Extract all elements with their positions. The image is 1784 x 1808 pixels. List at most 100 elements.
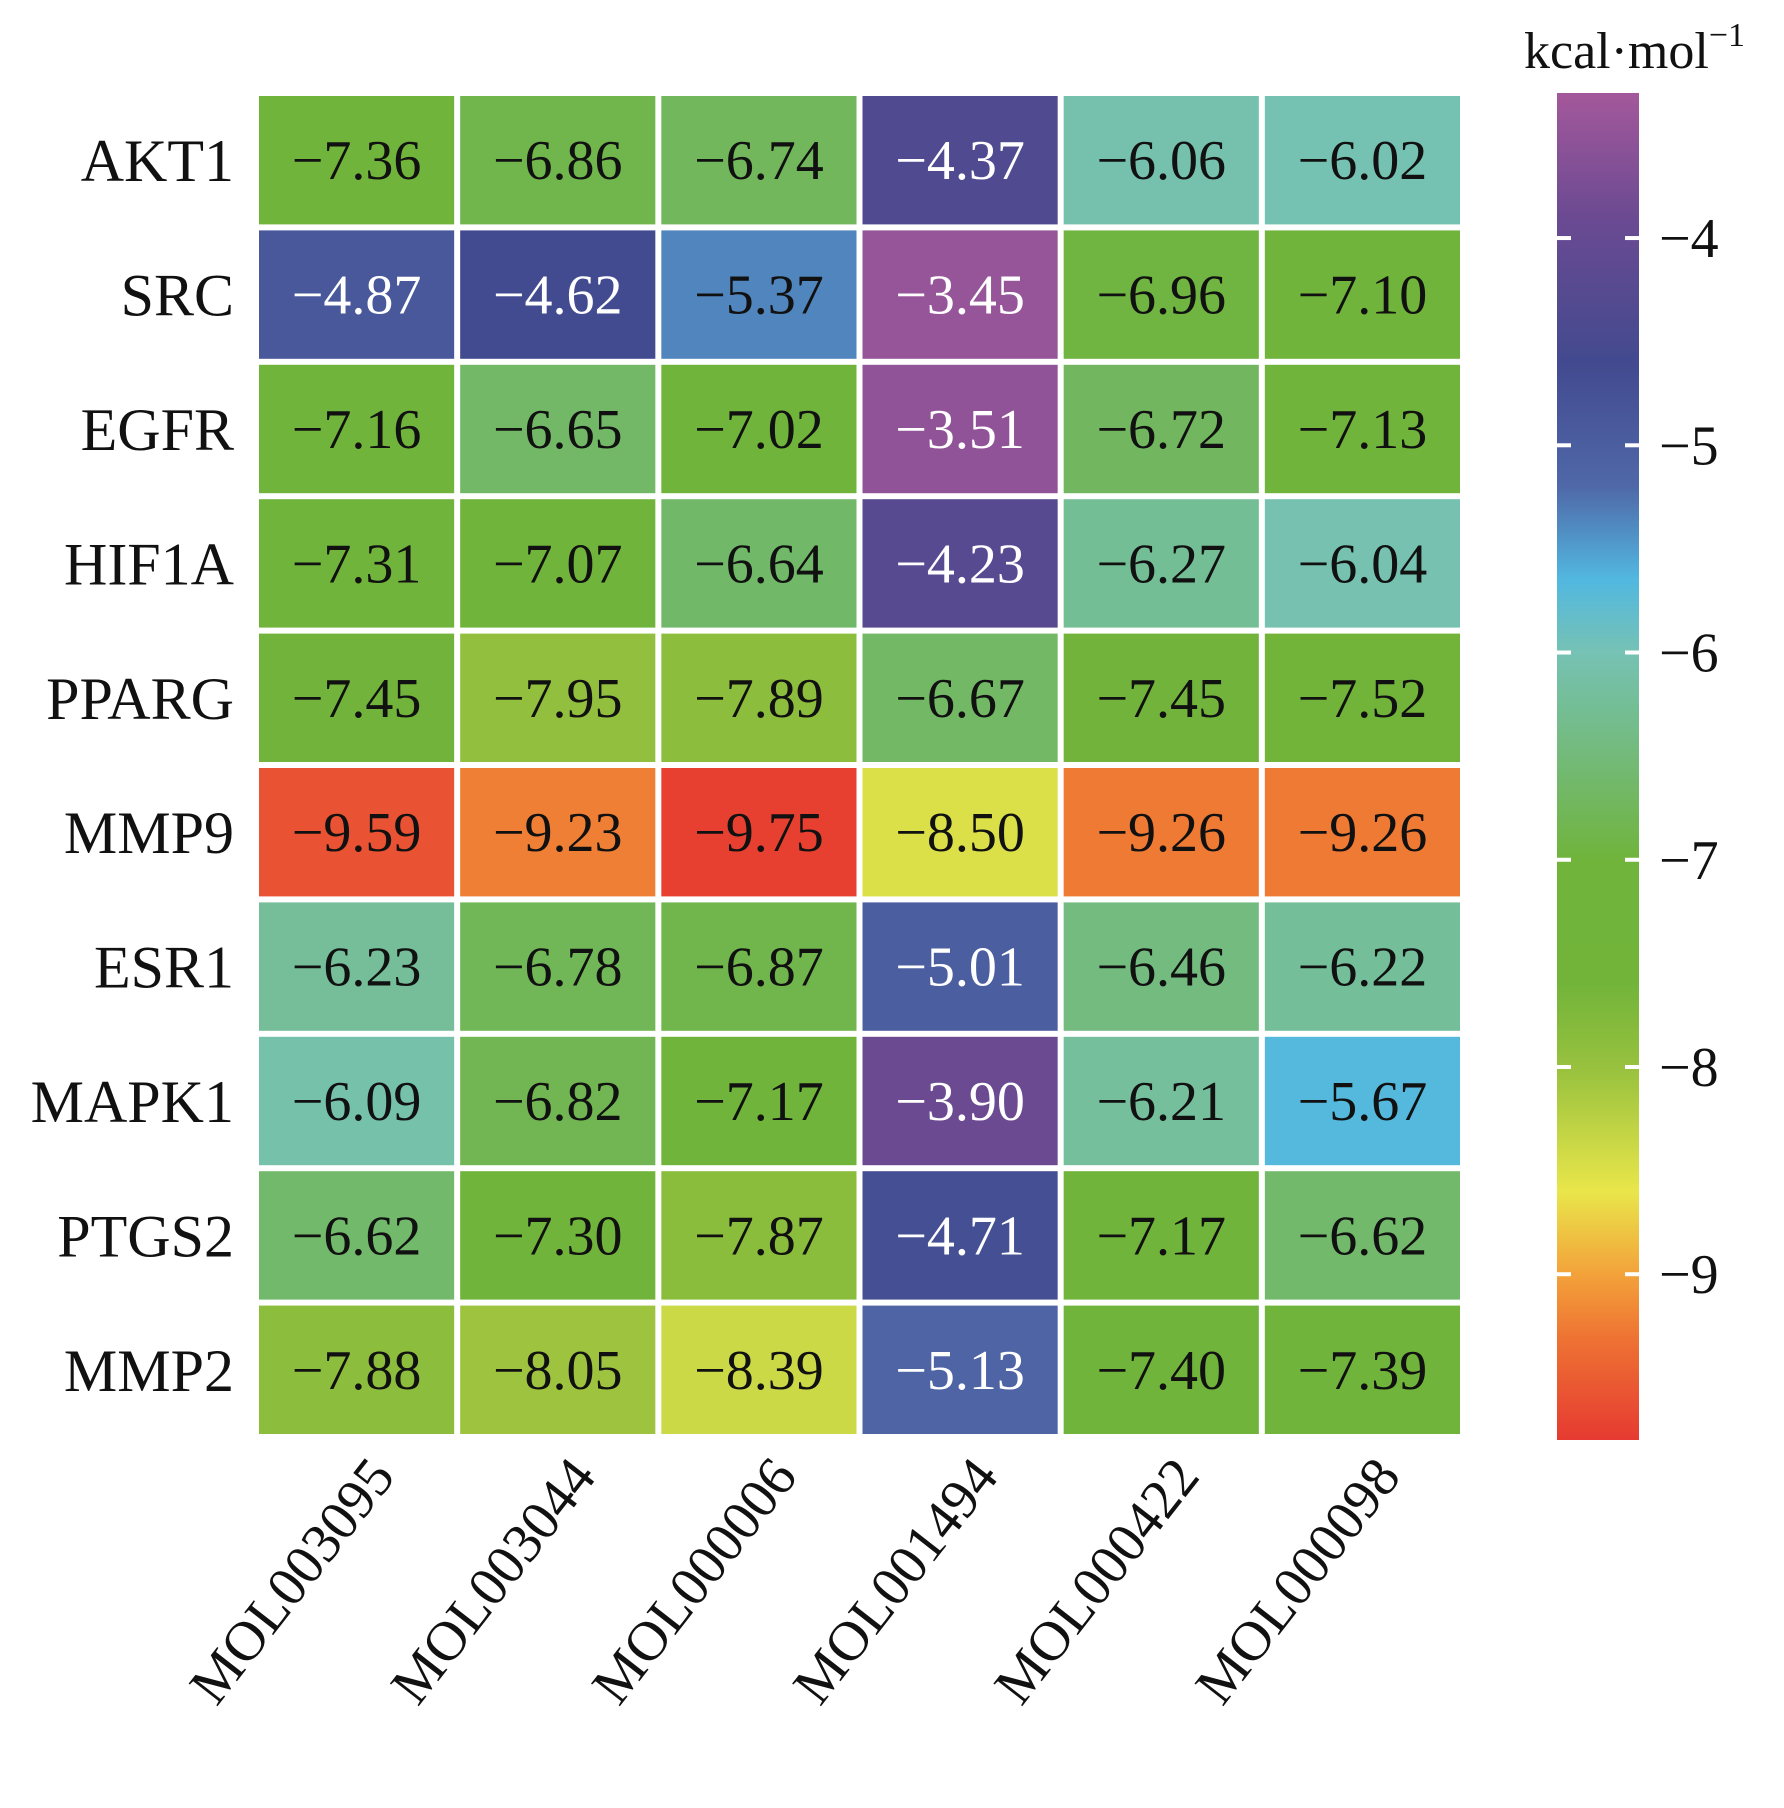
- heatmap-cell-value: −7.36: [292, 130, 422, 192]
- colorbar-ticks: −4 −5 −6 −7 −8 −9: [1557, 208, 1719, 1306]
- heatmap-cell: −3.51: [862, 364, 1058, 494]
- heatmap-cell-rect: [862, 633, 1058, 762]
- heatmap-cell: −9.23: [460, 768, 656, 897]
- heatmap-cell-rect: [1264, 230, 1460, 359]
- row-label: AKT1: [81, 128, 234, 194]
- heatmap-cell-rect: [661, 96, 857, 225]
- heatmap-cell-value: −7.07: [493, 533, 623, 595]
- heatmap-cell: −6.09: [259, 1036, 455, 1166]
- heatmap-cell: −6.87: [661, 902, 857, 1031]
- heatmap-cell: −4.71: [862, 1171, 1058, 1300]
- heatmap-cell: −7.16: [259, 364, 455, 494]
- heatmap-cell-value: −7.39: [1298, 1340, 1428, 1402]
- row-label: SRC: [121, 263, 234, 329]
- heatmap-cell-value: −7.95: [493, 668, 623, 730]
- heatmap-cell-value: −6.74: [694, 130, 824, 192]
- heatmap-cell-rect: [460, 1036, 656, 1166]
- heatmap-cell: −9.26: [1264, 768, 1460, 897]
- heatmap-cell: −6.04: [1264, 499, 1460, 628]
- colorbar-unit-label: kcal·mol−1: [1524, 17, 1745, 80]
- heatmap-cell-value: −6.27: [1096, 533, 1226, 595]
- heatmap-cell-rect: [1264, 633, 1460, 762]
- heatmap-cell: −7.95: [460, 633, 656, 762]
- colorbar-tick-label: −5: [1659, 415, 1719, 477]
- heatmap-cell-value: −6.78: [493, 937, 623, 999]
- heatmap-cell-value: −6.06: [1096, 130, 1226, 192]
- heatmap-cell-rect: [1264, 1036, 1460, 1166]
- heatmap-cell: −4.23: [862, 499, 1058, 628]
- heatmap-cell-value: −9.75: [694, 802, 824, 864]
- heatmap-cell-rect: [661, 1036, 857, 1166]
- heatmap-cell-rect: [661, 633, 857, 762]
- heatmap-cell: −8.05: [460, 1305, 656, 1434]
- heatmap-cell-rect: [460, 230, 656, 359]
- heatmap-cell: −7.89: [661, 633, 857, 762]
- heatmap-cell: −8.39: [661, 1305, 857, 1434]
- column-label: MOL003044: [379, 1447, 608, 1716]
- row-label: ESR1: [94, 935, 234, 1001]
- colorbar-tick-label: −7: [1659, 830, 1719, 892]
- heatmap-cell-value: −5.13: [895, 1340, 1025, 1402]
- row-label: MMP2: [64, 1338, 234, 1404]
- heatmap-cell: −3.45: [862, 230, 1058, 359]
- heatmap-cell-value: −4.71: [895, 1205, 1025, 1267]
- heatmap-cell-value: −3.51: [895, 399, 1025, 461]
- heatmap-cell: −7.17: [661, 1036, 857, 1166]
- heatmap-cell-rect: [1063, 499, 1259, 628]
- heatmap-cell: −8.50: [862, 768, 1058, 897]
- heatmap-cell: −7.13: [1264, 364, 1460, 494]
- row-label: EGFR: [81, 397, 234, 463]
- heatmap-cell: −6.22: [1264, 902, 1460, 1031]
- heatmap-cell-value: −7.10: [1298, 265, 1428, 327]
- heatmap-cell-value: −6.22: [1298, 937, 1428, 999]
- heatmap-cell-value: −6.23: [292, 937, 422, 999]
- heatmap-cell-value: −7.88: [292, 1340, 422, 1402]
- heatmap-cell: −7.17: [1063, 1171, 1259, 1300]
- column-label: MOL001494: [781, 1447, 1010, 1716]
- heatmap-cell-rect: [1063, 1036, 1259, 1166]
- heatmap-cell-rect: [1264, 768, 1460, 897]
- heatmap-cell: −7.52: [1264, 633, 1460, 762]
- heatmap-cell-rect: [862, 499, 1058, 628]
- column-label: MOL000422: [983, 1447, 1212, 1716]
- column-label: MOL000006: [580, 1447, 809, 1716]
- heatmap-cell-rect: [1063, 902, 1259, 1031]
- heatmap-cell-value: −8.50: [895, 802, 1025, 864]
- heatmap-cell-value: −7.31: [292, 533, 422, 595]
- heatmap-cell-value: −6.46: [1096, 937, 1226, 999]
- heatmap-cell-value: −6.87: [694, 937, 824, 999]
- heatmap-cell-rect: [259, 364, 455, 494]
- heatmap-cell-value: −3.90: [895, 1071, 1025, 1133]
- heatmap-cell-value: −7.52: [1298, 668, 1428, 730]
- heatmap-cell-value: −4.23: [895, 533, 1025, 595]
- heatmap-cell-rect: [1264, 1171, 1460, 1300]
- heatmap-cell-value: −6.82: [493, 1071, 623, 1133]
- heatmap-cell: −7.02: [661, 364, 857, 494]
- heatmap-cell: −7.30: [460, 1171, 656, 1300]
- heatmap-cell: −7.45: [259, 633, 455, 762]
- heatmap-cell-value: −7.16: [292, 399, 422, 461]
- heatmap-cell-rect: [460, 1305, 656, 1434]
- heatmap-cell-value: −6.04: [1298, 533, 1428, 595]
- heatmap-cell: −7.10: [1264, 230, 1460, 359]
- heatmap-cell: −7.40: [1063, 1305, 1259, 1434]
- heatmap-cell: −7.07: [460, 499, 656, 628]
- colorbar: −4 −5 −6 −7 −8 −9 kcal·mol−1: [1524, 17, 1745, 1440]
- row-label: HIF1A: [64, 531, 234, 597]
- heatmap-cell-value: −9.59: [292, 802, 422, 864]
- row-label: PTGS2: [57, 1203, 234, 1269]
- heatmap-cell: −6.82: [460, 1036, 656, 1166]
- heatmap-cell-rect: [862, 1036, 1058, 1166]
- heatmap-cell: −7.88: [259, 1305, 455, 1434]
- heatmap-cell-rect: [1264, 499, 1460, 628]
- heatmap-cell: −6.02: [1264, 96, 1460, 225]
- heatmap-cell-rect: [259, 1171, 455, 1300]
- heatmap-cell-rect: [460, 499, 656, 628]
- heatmap-cell-rect: [1063, 230, 1259, 359]
- heatmap-cell: −6.23: [259, 902, 455, 1031]
- heatmap-cell-value: −6.21: [1096, 1071, 1226, 1133]
- heatmap-cell-value: −6.65: [493, 399, 623, 461]
- heatmap-cell: −5.13: [862, 1305, 1058, 1434]
- heatmap-cell-rect: [259, 96, 455, 225]
